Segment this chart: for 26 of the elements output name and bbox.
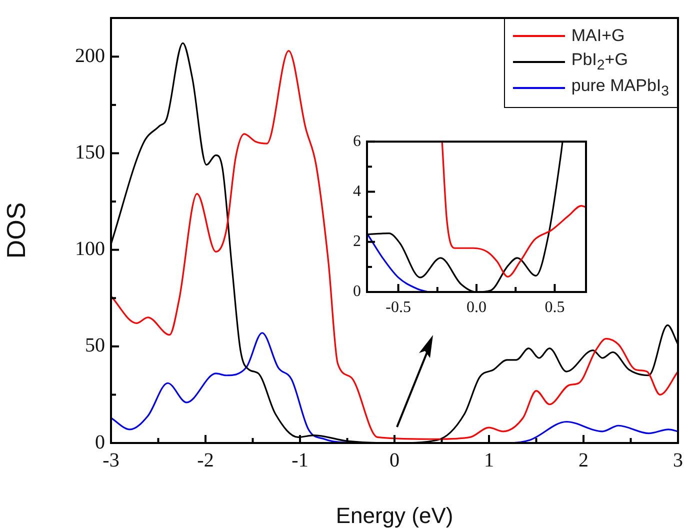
y-tick-label: 150 [75, 141, 105, 164]
x-tick-label: -3 [102, 449, 120, 472]
y-tick-label: 50 [85, 334, 105, 357]
x-tick-label: 0.0 [466, 298, 486, 316]
y-tick-label: 200 [75, 44, 105, 67]
line-series [441, 142, 586, 278]
legend-label: pure MAPbI$_{3}$ [571, 76, 669, 100]
y-tick-label: 2 [353, 233, 361, 250]
legend-label: MAI+G [571, 26, 625, 46]
x-tick-label: 0.5 [544, 298, 565, 316]
y-tick-label: 0 [353, 283, 361, 300]
x-tick-label: 2 [578, 449, 588, 472]
x-tick-label: -0.5 [386, 298, 411, 316]
y-tick-label: 100 [75, 238, 105, 260]
y-tick-label: 6 [353, 132, 361, 150]
y-tick-label: 0 [95, 431, 105, 454]
x-tick-label: -2 [197, 449, 214, 472]
legend-label: PbI$_{2}$+G [571, 50, 628, 74]
x-tick-label: 3 [673, 449, 683, 472]
line-series [367, 232, 429, 292]
x-tick-label: 0 [390, 449, 400, 472]
x-tick-label: -1 [292, 449, 308, 472]
y-axis-title: DOS [0, 202, 31, 259]
x-axis-title: Energy (eV) [336, 502, 454, 528]
y-tick-label: 4 [353, 182, 361, 200]
x-tick-label: 1 [484, 449, 494, 472]
